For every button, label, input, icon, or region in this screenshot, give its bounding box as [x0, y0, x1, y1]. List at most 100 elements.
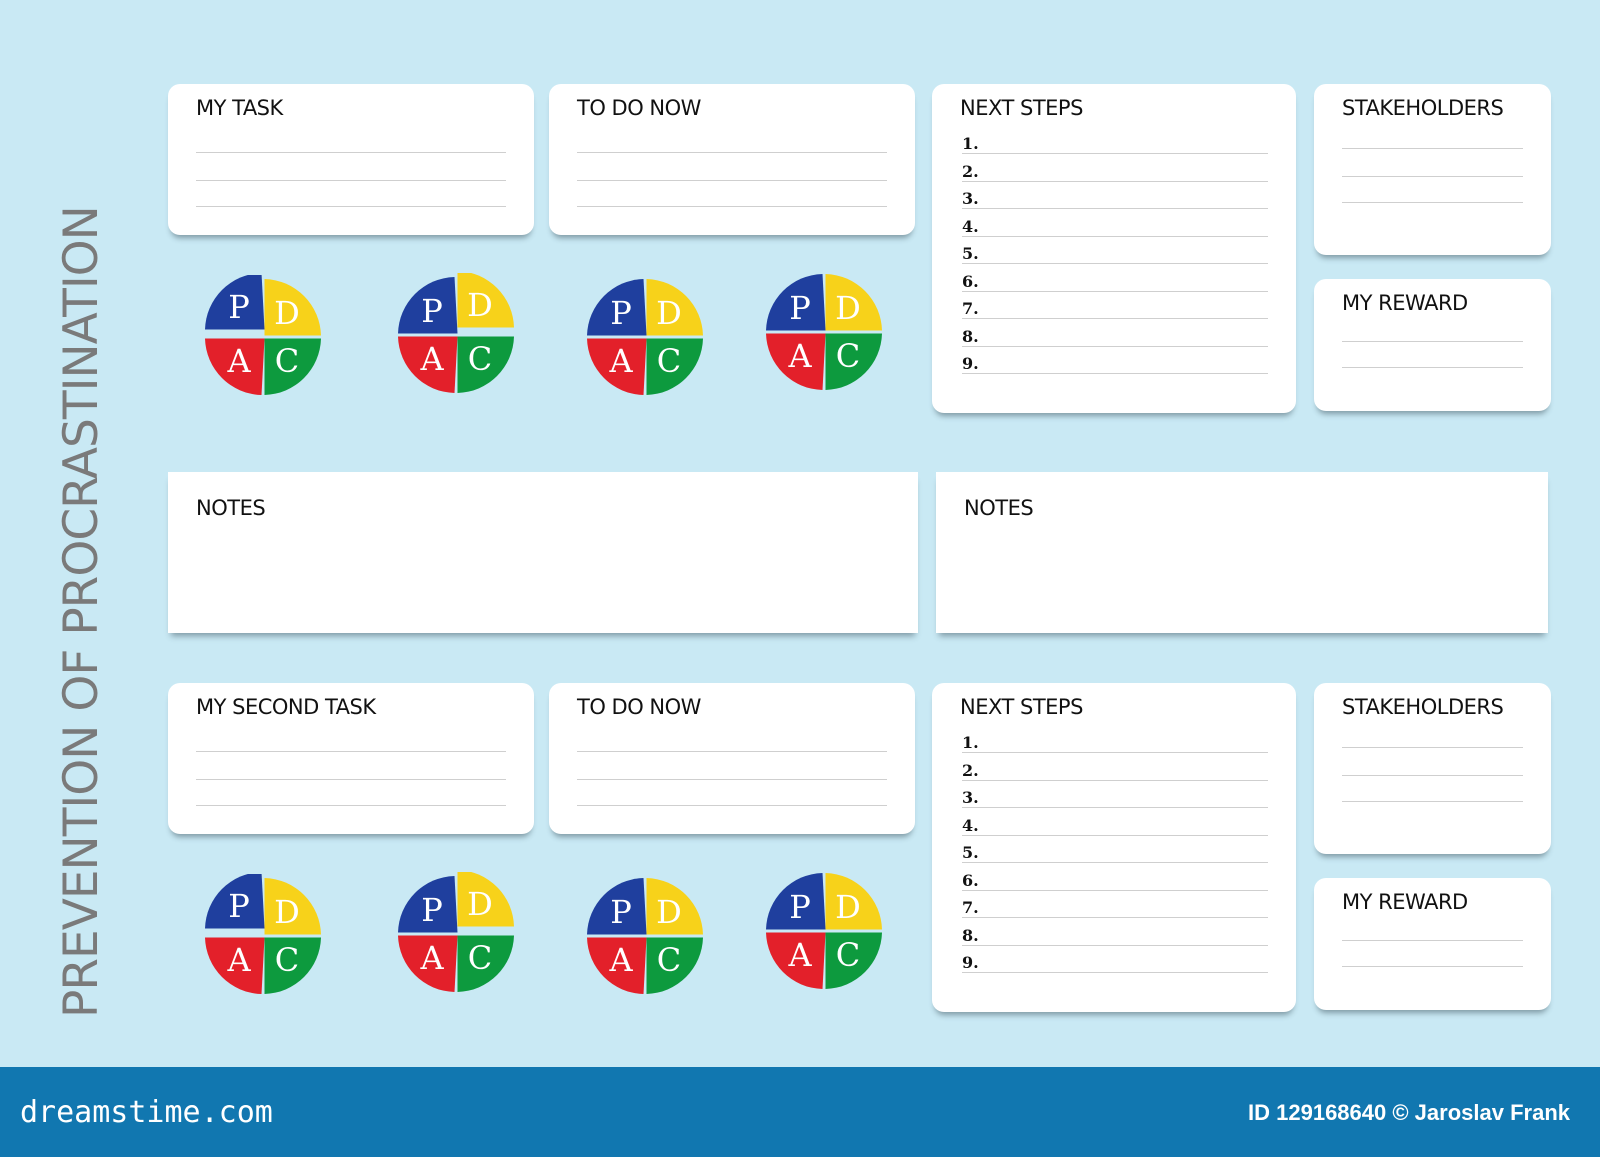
step-line[interactable]	[962, 752, 1268, 753]
step-line[interactable]	[962, 180, 1268, 182]
step-line[interactable]	[962, 263, 1268, 264]
notes-card-right[interactable]: NOTES	[936, 472, 1548, 633]
step-number: 8.	[962, 925, 979, 945]
pdca-quadrant-a: A	[398, 336, 458, 393]
step-number: 6.	[962, 271, 979, 291]
task-card[interactable]: MY TASK	[168, 84, 534, 235]
todo-title: TO DO NOW	[577, 96, 701, 120]
todo-card[interactable]: TO DO NOW	[549, 84, 915, 235]
writing-line	[1342, 341, 1523, 342]
writing-line	[577, 805, 887, 806]
stakeholders-title: STAKEHOLDERS	[1342, 96, 1504, 120]
reward-card[interactable]: MY REWARD	[1314, 279, 1551, 411]
pdca-quadrant-p: P	[205, 874, 265, 929]
pdca-quadrant-a: A	[766, 932, 826, 989]
pdca-letter-a: A	[226, 941, 251, 979]
step-number: 1.	[962, 733, 979, 752]
pdca-letter-a: A	[608, 941, 633, 979]
pdca-quadrant-a: A	[766, 333, 826, 390]
step-number: 1.	[962, 134, 979, 153]
step-line[interactable]	[962, 807, 1268, 808]
dreamstime-logo: dreamstime.com	[20, 1095, 273, 1130]
writing-line	[577, 751, 887, 752]
step-line[interactable]	[962, 345, 1268, 347]
pdca-letter-c: C	[836, 936, 860, 974]
pdca-quadrant-d: D	[457, 273, 514, 328]
pdca-letter-d: D	[835, 888, 861, 926]
writing-line	[196, 152, 506, 153]
task-title: MY SECOND TASK	[196, 695, 376, 719]
pdca-quadrant-d: D	[646, 279, 703, 336]
pdca-quadrant-d: D	[646, 878, 703, 935]
notes-card-left[interactable]: NOTES	[168, 472, 918, 633]
pdca-quadrant-d: D	[264, 878, 321, 935]
step-number: 5.	[962, 843, 979, 862]
stakeholders-card[interactable]: STAKEHOLDERS	[1314, 683, 1551, 854]
step-number: 9.	[962, 953, 979, 972]
next-steps-card[interactable]: NEXT STEPS 1. 2. 3. 4. 5. 6. 7. 8. 9.	[932, 84, 1296, 413]
pdca-quadrant-c: C	[457, 935, 514, 992]
stakeholders-card[interactable]: STAKEHOLDERS	[1314, 84, 1551, 255]
pdca-quadrant-p: P	[587, 878, 647, 935]
step-line[interactable]	[962, 944, 1268, 946]
pdca-quadrant-p: P	[587, 279, 647, 336]
step-number: 4.	[962, 815, 979, 835]
step-line[interactable]	[962, 917, 1268, 918]
writing-line	[1342, 966, 1523, 967]
writing-line	[577, 779, 887, 780]
step-line[interactable]	[962, 290, 1268, 292]
pdca-letter-a: A	[419, 939, 444, 977]
pdca-letter-p: P	[610, 893, 632, 931]
step-number: 5.	[962, 244, 979, 263]
step-line[interactable]	[962, 235, 1268, 237]
pdca-quadrant-a: A	[205, 338, 265, 395]
page-title: PREVENTION OF PROCRASTINATION	[54, 206, 109, 1018]
writing-line	[196, 751, 506, 752]
step-number: 6.	[962, 870, 979, 890]
pdca-quadrant-a: A	[587, 937, 647, 994]
step-number: 4.	[962, 216, 979, 236]
step-number: 3.	[962, 189, 979, 208]
writing-line	[1342, 801, 1523, 802]
step-line[interactable]	[962, 153, 1268, 154]
pdca-quadrant-c: C	[646, 338, 703, 395]
step-line[interactable]	[962, 834, 1268, 836]
pdca-quadrant-d: D	[264, 279, 321, 336]
pdca-letter-d: D	[274, 893, 300, 931]
pdca-letter-a: A	[608, 342, 633, 380]
pdca-letter-a: A	[787, 337, 812, 375]
step-line[interactable]	[962, 972, 1268, 973]
step-line[interactable]	[962, 889, 1268, 891]
step-line[interactable]	[962, 318, 1268, 319]
step-number: 7.	[962, 898, 979, 917]
pdca-cycle-icon: P DCA	[766, 274, 882, 390]
pdca-quadrant-a: A	[398, 935, 458, 992]
next-steps-title: NEXT STEPS	[960, 96, 1083, 120]
pdca-quadrant-a: A	[205, 937, 265, 994]
reward-card[interactable]: MY REWARD	[1314, 878, 1551, 1010]
pdca-letter-d: D	[656, 294, 682, 332]
step-number: 9.	[962, 354, 979, 373]
writing-line	[196, 805, 506, 806]
task-title: MY TASK	[196, 96, 283, 120]
step-number: 3.	[962, 788, 979, 807]
task-card[interactable]: MY SECOND TASK	[168, 683, 534, 834]
pdca-letter-a: A	[226, 342, 251, 380]
pdca-letter-a: A	[419, 340, 444, 378]
step-line[interactable]	[962, 862, 1268, 863]
step-line[interactable]	[962, 373, 1268, 374]
pdca-letter-p: P	[421, 292, 443, 330]
pdca-quadrant-c: C	[264, 338, 321, 395]
writing-line	[1342, 367, 1523, 368]
stakeholders-title: STAKEHOLDERS	[1342, 695, 1504, 719]
pdca-cycle-icon: P DCA	[398, 872, 514, 992]
writing-line	[196, 206, 506, 207]
next-steps-card[interactable]: NEXT STEPS 1. 2. 3. 4. 5. 6. 7. 8. 9.	[932, 683, 1296, 1012]
pdca-letter-p: P	[610, 294, 632, 332]
pdca-quadrant-c: C	[825, 932, 882, 989]
step-line[interactable]	[962, 779, 1268, 781]
pdca-letter-p: P	[228, 288, 250, 326]
pdca-cycle-icon: P DCA	[587, 279, 703, 395]
step-line[interactable]	[962, 208, 1268, 209]
todo-card[interactable]: TO DO NOW	[549, 683, 915, 834]
